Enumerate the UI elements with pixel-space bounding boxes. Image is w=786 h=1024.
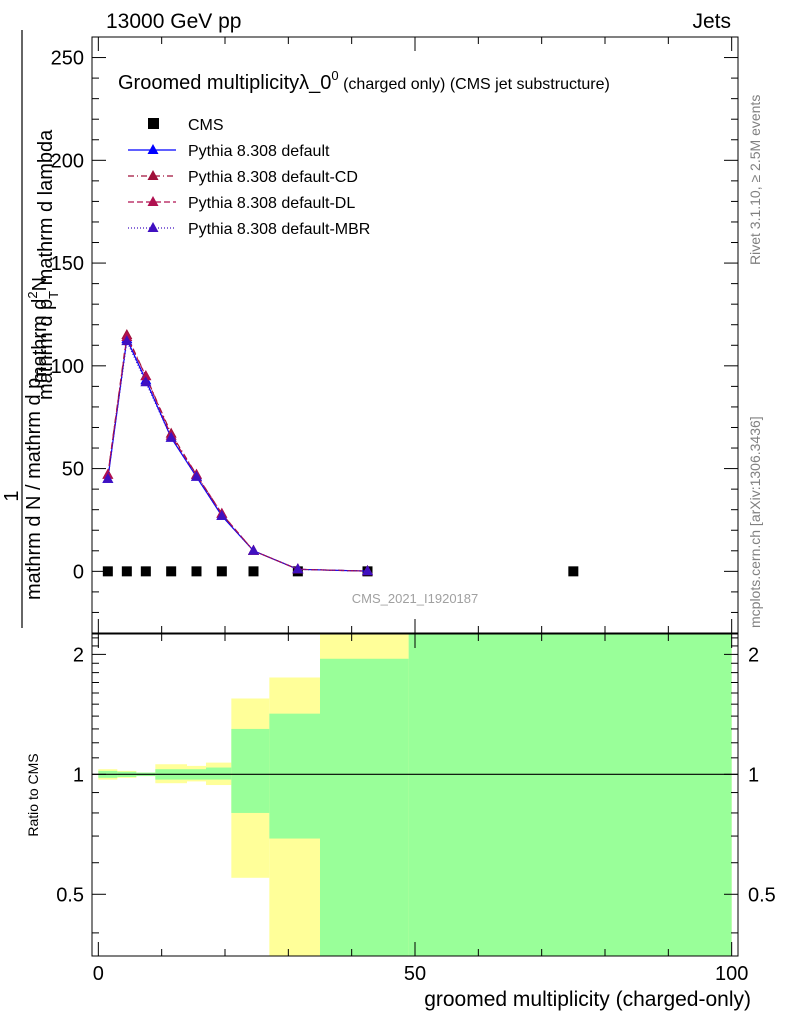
legend-item: Pythia 8.308 default-MBR — [128, 221, 370, 238]
main-x-ticks — [97, 37, 733, 633]
data-point — [216, 509, 228, 520]
series-pythia-8-308-default-dl — [102, 331, 373, 576]
y-tick-label: 50 — [62, 459, 84, 481]
data-point — [165, 431, 177, 442]
y-label-numerator: mathrm d2N — [25, 277, 51, 383]
legend-item: CMS — [148, 117, 224, 134]
legend-marker — [147, 144, 159, 154]
data-point — [568, 566, 579, 577]
data-point — [191, 566, 202, 577]
y-tick-label: 150 — [51, 253, 84, 275]
x-tick-label: 50 — [404, 963, 426, 985]
legend-item: Pythia 8.308 default-DL — [128, 195, 355, 212]
mcplots-label: mcplots.cern.ch [arXiv:1306.3436] — [747, 416, 763, 628]
data-point — [248, 566, 259, 577]
band-bin — [269, 713, 320, 839]
legend: CMS Pythia 8.308 default Pythia 8.308 defa… — [128, 117, 370, 238]
y-tick-label: 200 — [51, 150, 84, 172]
ratio-y-tick-label: 0.5 — [56, 884, 84, 906]
data-point — [362, 565, 373, 576]
energy-label: 13000 GeV pp — [106, 10, 241, 33]
legend-marker — [147, 222, 159, 232]
data-point — [140, 370, 152, 381]
data-point — [102, 566, 113, 577]
legend-label: Pythia 8.308 default-CD — [188, 169, 358, 186]
data-point — [166, 566, 177, 577]
legend-marker — [148, 118, 159, 129]
ratio-panel: 0.5 0.5 1 1 2 2 0 50 100 — [56, 633, 776, 985]
data-point — [140, 376, 152, 387]
series-pythia-8-308-default-mbr — [102, 335, 373, 576]
data-point — [216, 566, 227, 577]
legend-label: CMS — [188, 117, 224, 134]
band-green — [98, 634, 732, 956]
rivet-label: Rivet 3.1.10, ≥ 2.5M events — [747, 95, 763, 265]
legend-marker — [147, 170, 159, 180]
x-axis-label: groomed multiplicity (charged-only) — [424, 988, 751, 1011]
ratio-y-tick-label-right: 1 — [748, 764, 759, 786]
legend-label: Pythia 8.308 default-MBR — [188, 221, 370, 238]
data-point — [121, 566, 132, 577]
legend-marker — [147, 196, 159, 206]
ratio-y-axis: 0.5 0.5 1 1 2 2 — [56, 637, 776, 934]
ratio-y-tick-label: 1 — [73, 764, 84, 786]
y-tick-label: 250 — [51, 48, 84, 70]
category-label: Jets — [692, 10, 731, 33]
main-y-label: mathrm d2N mathrm d pT mathrm d lambda 1… — [1, 30, 61, 628]
main-series — [102, 329, 579, 577]
data-point — [140, 566, 151, 577]
data-point — [121, 335, 133, 346]
legend-label: Pythia 8.308 default-DL — [188, 195, 355, 212]
y-label-frac-denominator: mathrm d N / mathrm d pT — [23, 370, 49, 600]
legend-item: Pythia 8.308 default — [128, 143, 330, 160]
ratio-y-label: Ratio to CMS — [25, 753, 41, 836]
y-tick-label: 100 — [51, 356, 84, 378]
y-label-frac-numerator: 1 — [1, 490, 23, 501]
y-label-denominator-top: mathrm d pT mathrm d lambda — [35, 129, 61, 400]
chart-title: Groomed multiplicityλ_00 (charged only) … — [118, 68, 610, 94]
main-panel: 0 50 100 150 200 250 Groomed multiplicityλ_00… — [51, 36, 739, 634]
data-point — [102, 472, 114, 483]
band-bin — [408, 634, 732, 956]
ratio-y-tick-label-right: 0.5 — [748, 884, 776, 906]
band-bin — [320, 658, 409, 956]
x-tick-label: 100 — [715, 963, 748, 985]
series-line — [107, 332, 368, 572]
ratio-y-tick-label: 2 — [73, 644, 84, 666]
ratio-bands — [98, 634, 732, 956]
band-bin — [206, 767, 232, 780]
x-tick-label: 0 — [93, 963, 104, 985]
y-tick-label: 0 — [73, 561, 84, 583]
band-bin — [231, 728, 270, 813]
series-pythia-8-308-default-cd — [102, 329, 373, 576]
series-cms — [102, 566, 579, 577]
ratio-x-axis: 0 50 100 — [93, 634, 748, 985]
legend-item: Pythia 8.308 default-CD — [128, 169, 358, 186]
data-point — [248, 544, 259, 555]
data-point — [191, 470, 202, 481]
ratio-y-tick-label-right: 2 — [748, 644, 759, 666]
legend-label: Pythia 8.308 default — [188, 143, 330, 160]
data-point — [292, 563, 304, 574]
analysis-watermark: CMS_2021_I1920187 — [352, 591, 479, 606]
